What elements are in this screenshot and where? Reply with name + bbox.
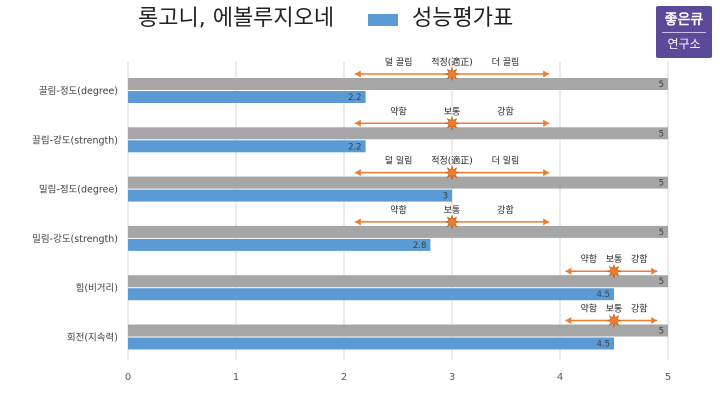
scale-center-star (444, 115, 460, 131)
scale-arrow-left-head (354, 70, 361, 78)
reference-bar-label: 5 (659, 277, 664, 287)
scale-right-label: 강함 (497, 106, 514, 117)
score-bar (128, 288, 614, 301)
scale-arrow-left-head (565, 267, 572, 275)
score-bar (128, 140, 366, 153)
category-label: 밀림-정도(degree) (39, 184, 118, 196)
reference-bar-label: 5 (659, 327, 664, 337)
scale-center-star (444, 165, 460, 181)
logo-divider (662, 32, 706, 33)
score-bar-label: 2.2 (348, 93, 362, 103)
chart-legend: 롱고니, 에볼루지오네 성능평가표 (0, 4, 720, 34)
scale-arrow-right-head (543, 70, 550, 78)
scale-arrow-right-head (543, 218, 550, 226)
scale-center-star (444, 66, 460, 82)
score-bar-label: 4.5 (596, 290, 610, 300)
scale-arrow-left-head (565, 317, 572, 324)
x-tick-label: 2 (341, 372, 347, 383)
scale-center-star (606, 263, 622, 279)
scale-left-label: 약함 (390, 105, 407, 117)
legend-item-2-label: 성능평가표 (412, 6, 514, 31)
scale-mid-label: 보통 (606, 304, 623, 315)
scale-mid-label: 보통 (444, 205, 461, 216)
scale-left-label: 약함 (390, 204, 407, 216)
scale-center-star (444, 214, 460, 230)
score-bar (128, 189, 452, 202)
reference-bar (128, 78, 668, 90)
scale-left-label: 덜 끌림 (385, 56, 413, 68)
reference-bar-label: 5 (659, 228, 664, 238)
scale-left-label: 약함 (580, 253, 597, 265)
legend-item-2-swatch (368, 14, 398, 26)
scale-right-label: 강함 (631, 304, 648, 315)
category-label: 밀림-강도(strength) (32, 233, 118, 245)
score-bar (128, 91, 366, 103)
logo-line-2: 연구소 (667, 37, 701, 51)
reference-bar (128, 324, 668, 337)
scale-arrow-right-head (651, 267, 658, 275)
scale-mid-label: 보통 (606, 254, 623, 265)
reference-bar (128, 275, 668, 288)
scale-arrow-left-head (354, 218, 361, 226)
category-label: 끌림-정도(degree) (39, 85, 118, 97)
legend-item-1-label: 롱고니, 에볼루지오네 (138, 6, 335, 31)
scale-mid-label: 적정(適正) (431, 56, 473, 68)
x-tick-label: 5 (665, 372, 671, 383)
scale-mid-label: 적정(適正) (431, 155, 473, 167)
x-tick-label: 0 (125, 372, 131, 383)
x-tick-label: 1 (233, 372, 239, 383)
brand-logo: 좋은큐 연구소 (656, 6, 712, 58)
scale-left-label: 덜 밀림 (385, 155, 413, 167)
reference-bar-label: 5 (659, 129, 664, 139)
score-bar-label: 4.5 (596, 340, 610, 350)
score-bar (128, 337, 614, 350)
scale-right-label: 강함 (631, 254, 648, 265)
reference-bar-label: 5 (659, 179, 664, 189)
x-tick-label: 4 (557, 372, 563, 383)
scale-arrow-right-head (651, 317, 658, 324)
reference-bar-label: 5 (659, 80, 664, 90)
scale-right-label: 강함 (497, 205, 514, 216)
scale-left-label: 약함 (580, 303, 597, 315)
reference-bar (128, 127, 668, 140)
reference-bar (128, 176, 668, 189)
scale-center-star (606, 313, 622, 328)
scale-right-label: 더 끌림 (492, 56, 520, 68)
scale-arrow-right-head (543, 169, 550, 177)
scale-arrow-left-head (354, 119, 361, 127)
score-bar-label: 2.8 (413, 241, 427, 251)
scale-mid-label: 보통 (444, 106, 461, 117)
reference-bar (128, 225, 668, 238)
scale-arrow-right-head (543, 119, 550, 127)
logo-line-1: 좋은큐 (664, 12, 704, 28)
score-bar (128, 238, 431, 251)
category-label: 힘(비거리) (76, 283, 118, 294)
scale-right-label: 더 밀림 (492, 155, 520, 167)
score-bar-label: 2.2 (348, 142, 362, 152)
score-bar-label: 3 (443, 192, 448, 202)
x-tick-label: 3 (449, 372, 455, 383)
scale-arrow-left-head (354, 169, 361, 177)
category-label: 회전(지속력) (67, 332, 118, 344)
category-label: 끌림-강도(strength) (32, 134, 118, 146)
